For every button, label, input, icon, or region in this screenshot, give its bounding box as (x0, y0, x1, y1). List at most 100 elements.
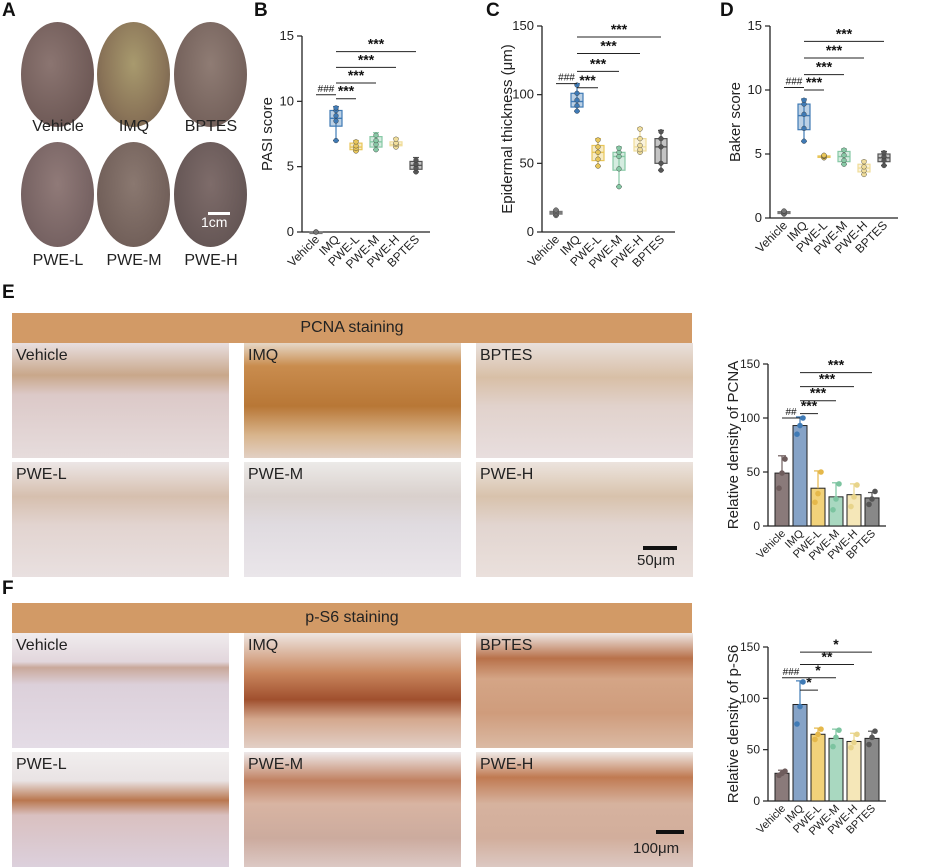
data-point (818, 469, 824, 475)
data-point (815, 490, 821, 497)
data-point (574, 108, 580, 114)
ps6-micrograph-vehicle: Vehicle (12, 633, 229, 748)
significance-label: *** (338, 83, 355, 99)
data-point (333, 113, 339, 119)
data-point (872, 728, 878, 734)
data-point (812, 736, 818, 743)
data-point (595, 163, 601, 169)
bar (810, 733, 826, 802)
data-point (801, 97, 807, 103)
pcna-micrograph-pwe-h: PWE-H 50μm (476, 462, 693, 577)
data-point (595, 156, 601, 162)
pcna-micrograph-imq: IMQ (244, 343, 461, 458)
data-point (821, 152, 827, 158)
data-point (861, 164, 867, 170)
y-axis-label: Baker score (727, 82, 744, 162)
data-point (595, 137, 601, 143)
skin-photo-pwe-l (21, 142, 94, 247)
data-point (800, 679, 806, 685)
data-point (848, 744, 854, 751)
significance-label: *** (600, 37, 617, 53)
data-point (574, 97, 580, 103)
significance-label: * (815, 662, 821, 678)
panel-letter-e: E (2, 282, 15, 303)
data-point (801, 111, 807, 117)
y-tick-label: 5 (755, 146, 762, 161)
bar (810, 487, 826, 527)
data-point (815, 731, 821, 738)
y-axis-label: Relative density of PCNA (725, 361, 742, 529)
significance-label: *** (816, 59, 833, 75)
significance-label: * (833, 636, 839, 652)
data-point (841, 147, 847, 153)
significance-label: *** (358, 51, 375, 67)
data-point (794, 431, 800, 437)
data-point (833, 496, 839, 502)
y-tick-label: 100 (512, 87, 534, 102)
data-point (801, 138, 807, 144)
micrograph-label: Vehicle (16, 637, 68, 654)
data-point (848, 503, 854, 510)
data-point (851, 739, 857, 746)
data-point (861, 159, 867, 165)
bar (774, 772, 790, 802)
panel-letter-d: D (720, 0, 734, 21)
y-tick-label: 0 (753, 794, 760, 808)
significance-label: ## (785, 407, 797, 418)
data-point (616, 184, 622, 190)
data-point (658, 160, 664, 166)
significance-label: *** (828, 357, 845, 373)
significance-label: *** (611, 21, 628, 37)
skin-photo-bptes (174, 22, 247, 127)
data-point (776, 485, 782, 491)
photo-label-bptes: BPTES (184, 118, 238, 135)
y-tick-label: 15 (280, 28, 294, 43)
skin-photo-imq (97, 22, 170, 127)
data-point (781, 208, 787, 214)
skin-photo-pwe-m (97, 142, 170, 247)
significance-label: ### (786, 76, 803, 87)
data-point (782, 768, 788, 775)
scale-bar-label-a: 1cm (201, 214, 228, 230)
ps6-micrograph-pwe-h: PWE-H 100μm (476, 752, 693, 867)
ps6-micrograph-bptes: BPTES (476, 633, 693, 748)
significance-label: *** (801, 398, 818, 414)
y-axis-label: Epidermal thickness (μm) (499, 44, 516, 214)
data-point (313, 229, 319, 235)
micrograph-label: IMQ (248, 637, 279, 654)
ps6-staining-banner: p-S6 staining (12, 603, 692, 633)
data-point (637, 126, 643, 132)
pcna-micrograph-pwe-l: PWE-L (12, 462, 229, 577)
data-point (869, 734, 875, 741)
skin-photo-vehicle (21, 22, 94, 127)
data-point (833, 734, 839, 741)
micrograph-label: PWE-H (480, 756, 534, 773)
y-tick-label: 50 (520, 155, 534, 170)
ps6-micrograph-pwe-m: PWE-M (244, 752, 461, 867)
bar (864, 737, 880, 802)
micrograph-label: PWE-M (248, 466, 304, 483)
data-point (818, 726, 824, 732)
significance-label: *** (826, 42, 843, 58)
pcna-staining-banner: PCNA staining (12, 313, 692, 343)
y-tick-label: 15 (748, 18, 762, 33)
y-tick-label: 50 (747, 465, 761, 479)
data-point (836, 727, 842, 733)
micrograph-label: PWE-L (16, 466, 67, 483)
data-point (574, 103, 580, 109)
bar (792, 425, 808, 527)
significance-label: *** (348, 67, 365, 83)
box (654, 138, 668, 164)
significance-label: ** (822, 648, 833, 664)
significance-label: ### (783, 667, 800, 678)
panel-letter-a: A (2, 0, 16, 21)
data-point (616, 166, 622, 172)
significance-label: *** (368, 36, 385, 52)
micrograph-label: PWE-M (248, 756, 304, 773)
data-point (658, 144, 664, 150)
significance-label: *** (579, 72, 596, 88)
ps6-micrograph-imq: IMQ (244, 633, 461, 748)
